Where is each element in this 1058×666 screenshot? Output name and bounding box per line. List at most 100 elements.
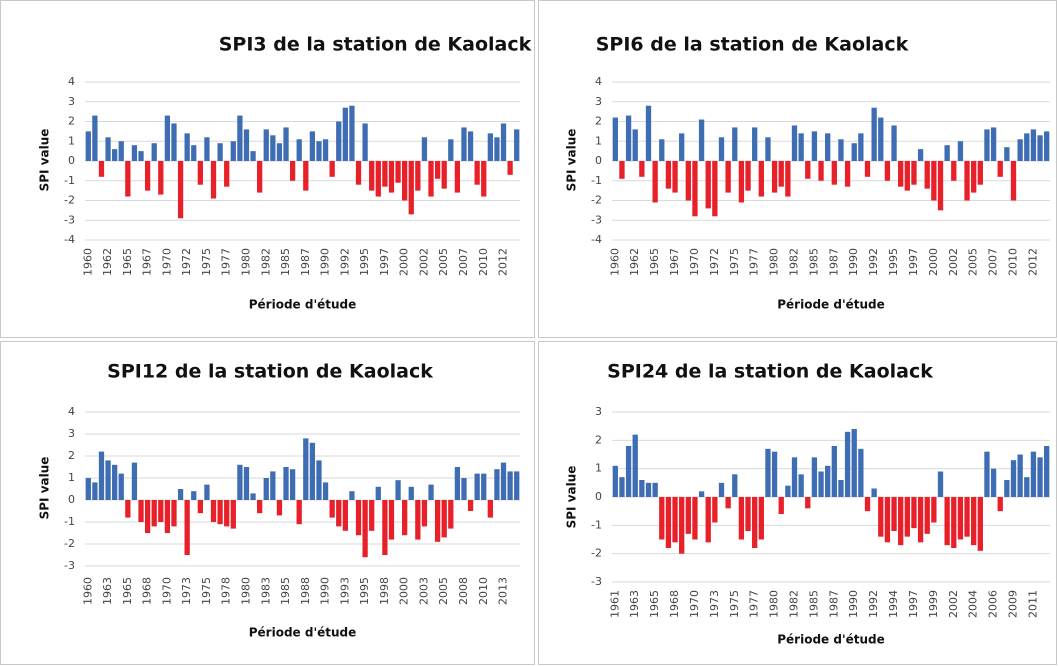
panel-border: [538, 341, 1057, 665]
bar: [1030, 451, 1037, 497]
bar: [911, 497, 917, 529]
x-tick-label: 1978: [220, 577, 233, 605]
x-tick-label: 2002: [947, 590, 960, 618]
x-tick-label: 1982: [259, 248, 272, 276]
bar: [448, 500, 454, 529]
bar: [838, 480, 844, 497]
x-tick-label: 2002: [417, 248, 430, 276]
bar: [752, 127, 758, 161]
bar: [85, 131, 91, 161]
x-tick-label: 1962: [101, 248, 114, 276]
bar: [191, 145, 197, 161]
bar: [732, 474, 738, 497]
bar: [454, 467, 461, 500]
bar: [461, 127, 467, 161]
bar: [805, 161, 811, 179]
x-tick-label: 2008: [457, 577, 470, 605]
y-tick-label: -3: [591, 575, 602, 588]
x-tick-label: 1965: [121, 577, 134, 605]
bar: [692, 161, 698, 217]
bar: [765, 448, 771, 497]
bar: [355, 500, 362, 536]
bar: [263, 478, 269, 500]
x-tick-label: 1972: [708, 248, 721, 276]
panel-border: [538, 0, 1057, 338]
bar: [408, 161, 414, 215]
bar: [342, 107, 348, 161]
bar: [639, 161, 645, 177]
bar: [322, 139, 329, 161]
bar: [645, 105, 652, 161]
chart-title: SPI3 de la station de Kaolack: [219, 34, 532, 56]
bar: [329, 500, 335, 518]
x-tick-label: 2005: [437, 248, 450, 276]
y-tick-label: 2: [68, 115, 75, 128]
bar: [639, 480, 645, 497]
bar: [415, 161, 421, 191]
bar: [858, 448, 864, 497]
bar: [263, 129, 269, 161]
bar: [931, 161, 937, 201]
bar: [105, 460, 111, 500]
bar: [931, 497, 937, 523]
bar: [725, 161, 731, 193]
bar: [898, 161, 904, 187]
bar: [448, 139, 454, 161]
bar: [131, 462, 138, 500]
x-tick-label: 1985: [807, 248, 820, 276]
bar: [997, 161, 1003, 177]
bar: [851, 143, 857, 161]
x-tick-label: 1994: [887, 590, 900, 618]
x-tick-label: 1980: [768, 590, 781, 618]
bar: [421, 500, 428, 527]
bar: [217, 143, 223, 161]
x-tick-label: 2005: [437, 577, 450, 605]
bar: [672, 161, 678, 193]
bar: [316, 460, 322, 500]
bar: [237, 464, 243, 500]
x-tick-label: 2007: [987, 248, 1000, 276]
bar: [924, 497, 930, 534]
bar: [990, 468, 997, 497]
bar: [349, 491, 355, 500]
bar: [151, 500, 157, 527]
bar: [964, 161, 970, 201]
bar: [898, 497, 904, 546]
bar: [659, 139, 665, 161]
bar: [771, 161, 778, 193]
bar: [309, 131, 316, 161]
bar: [884, 497, 891, 543]
bar: [844, 161, 851, 187]
bar: [355, 161, 362, 185]
bar: [685, 497, 691, 534]
bar: [474, 473, 480, 500]
bar: [171, 500, 177, 527]
x-tick-label: 1995: [358, 577, 371, 605]
x-tick-label: 1970: [688, 248, 701, 276]
y-tick-label: -3: [591, 213, 602, 226]
x-tick-label: 1982: [788, 248, 801, 276]
x-tick-label: 2005: [967, 248, 980, 276]
bar: [997, 497, 1003, 512]
bar: [984, 129, 990, 161]
bar: [659, 497, 665, 540]
bar: [1010, 161, 1017, 201]
bar: [112, 464, 118, 500]
bar: [1024, 477, 1030, 497]
y-tick-label: -1: [591, 174, 602, 187]
x-tick-label: 1967: [141, 248, 154, 276]
chart-title: SPI12 de la station de Kaolack: [107, 361, 433, 383]
bar: [197, 500, 203, 514]
bar: [494, 469, 500, 500]
bar: [944, 145, 950, 161]
bar: [924, 161, 930, 189]
bar: [349, 105, 355, 161]
bar: [487, 133, 493, 161]
y-tick-label: 0: [595, 154, 602, 167]
bar: [878, 117, 884, 161]
bar: [625, 115, 632, 161]
bar: [891, 497, 897, 531]
bar: [825, 133, 831, 161]
x-tick-label: 1987: [299, 248, 312, 276]
bar: [481, 161, 487, 197]
